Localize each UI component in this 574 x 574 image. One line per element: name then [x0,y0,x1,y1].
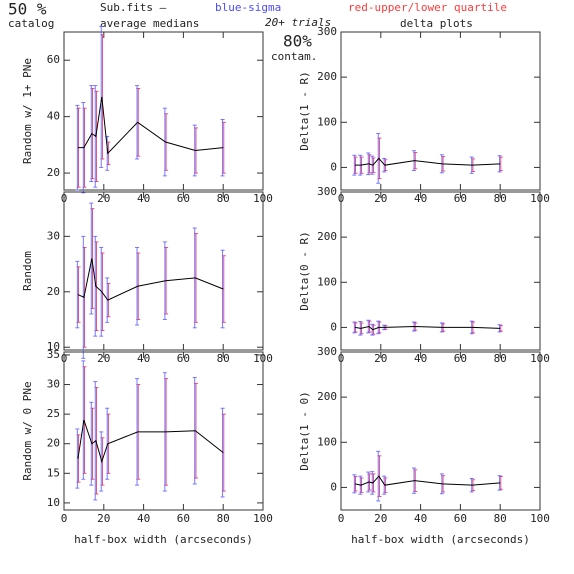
x-tick-label: 40 [137,192,150,205]
y-tick-label: 30 [47,229,60,242]
medians-note: average medians [100,17,199,30]
error-bar [75,428,80,489]
y-axis-label: Delta(1 - R) [298,71,311,150]
error-bar [382,475,387,495]
contam-percent: 80% [283,32,312,51]
x-tick-label: 80 [217,512,230,525]
plot-frame [63,351,264,511]
y-tick-label: 100 [317,275,337,288]
plot-frame [340,31,541,191]
y-tick-label: 40 [47,110,60,123]
error-bar [352,321,357,334]
error-bar [89,202,94,315]
y-tick-label: 100 [317,115,337,128]
x-tick-label: 40 [414,352,427,365]
x-tick-label: 40 [414,512,427,525]
x-tick-label: 60 [177,512,190,525]
plot-frame [63,191,264,351]
median-line [77,419,224,464]
y-axis-label: Delta(0 - R) [298,231,311,310]
y-tick-label: 0 [330,480,337,493]
error-bar [352,474,357,494]
x-tick-label: 60 [454,352,467,365]
plot-frame [340,191,541,351]
y-tick-label: 10 [47,340,60,353]
median-line [354,325,501,331]
y-tick-label: 15 [47,466,60,479]
y-tick-label: 20 [47,437,60,450]
quartile-note: red-upper/lower quartile [348,1,507,14]
catalog: catalog [8,17,54,30]
x-tick-label: 40 [414,192,427,205]
error-bar [99,431,104,492]
file-name: Sub.fits – [100,1,167,14]
x-tick-label: 60 [177,352,190,365]
delta-note: delta plots [400,17,473,30]
x-tick-label: 40 [137,512,150,525]
x-tick-label: 0 [61,512,68,525]
median-line [77,96,224,155]
x-tick-label: 0 [338,512,345,525]
x-tick-label: 20 [97,192,110,205]
y-tick-label: 100 [317,435,337,448]
error-bar [352,154,357,176]
y-tick-label: 60 [47,53,60,66]
median-line [354,157,501,166]
x-tick-label: 20 [97,512,110,525]
y-axis-label: Random [21,251,34,291]
median-line [77,258,224,301]
x-tick-label: 80 [494,192,507,205]
y-tick-label: 200 [317,390,337,403]
x-tick-label: 80 [217,352,230,365]
y-tick-label: 30 [47,378,60,391]
x-tick-label: 100 [253,512,273,525]
y-tick-label: 0 [330,320,337,333]
y-tick-label: 200 [317,70,337,83]
x-axis-label: half-box width (arcseconds) [351,533,530,546]
error-bar [99,25,104,168]
y-tick-label: 35 [47,348,60,361]
x-axis-label: half-box width (arcseconds) [74,533,253,546]
percent: 50 % [8,0,47,19]
y-tick-label: 200 [317,230,337,243]
error-bar [75,260,80,329]
x-tick-label: 100 [530,512,550,525]
y-tick-label: 20 [47,285,60,298]
sigma-note: blue-sigma [215,1,281,14]
y-axis-label: Random w/ 0 PNe [21,381,34,480]
plot-frame [340,351,541,511]
median-line [354,475,501,486]
x-tick-label: 40 [137,352,150,365]
contam-note: contam. [271,50,317,63]
y-tick-label: 300 [317,185,337,198]
error-bar [89,85,94,182]
x-tick-label: 20 [374,192,387,205]
x-tick-label: 20 [97,352,110,365]
plot-frame [63,31,264,191]
y-tick-label: 300 [317,345,337,358]
x-tick-label: 80 [217,192,230,205]
x-tick-label: 80 [494,352,507,365]
x-tick-label: 60 [454,512,467,525]
y-axis-label: Random w/ 1+ PNe [21,58,34,164]
y-tick-label: 20 [47,166,60,179]
x-tick-label: 60 [177,192,190,205]
error-bar [81,360,86,480]
error-bar [105,407,110,480]
y-tick-label: 10 [47,496,60,509]
y-axis-label: Delta(1 - 0) [298,391,311,470]
x-tick-label: 80 [494,512,507,525]
x-tick-label: 20 [374,352,387,365]
error-bar [93,235,98,337]
error-bar [75,104,80,191]
y-tick-label: 300 [317,25,337,38]
x-tick-label: 60 [454,192,467,205]
y-tick-label: 25 [47,407,60,420]
y-tick-label: 0 [330,160,337,173]
trials-note: 20+ trials [265,16,331,29]
error-bar [89,401,94,486]
x-tick-label: 20 [374,512,387,525]
